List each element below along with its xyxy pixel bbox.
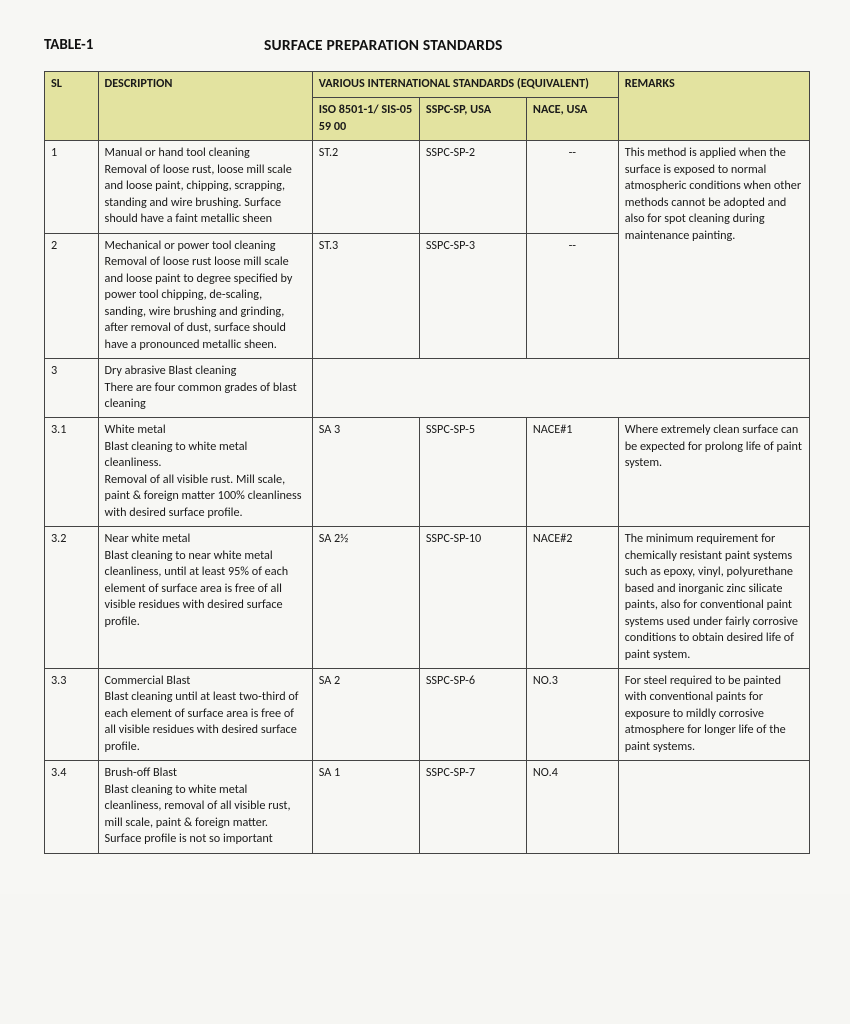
cell-nace: NO.3: [526, 669, 618, 761]
cell-sl: 3.4: [45, 761, 99, 853]
cell-iso: SA 3: [312, 418, 419, 527]
table-label: TABLE-1: [44, 36, 264, 55]
cell-sspc: SSPC-SP-2: [419, 141, 526, 233]
cell-iso: SA 2½: [312, 527, 419, 669]
cell-iso: ST.2: [312, 141, 419, 233]
cell-nace: NACE#1: [526, 418, 618, 527]
cell-remarks: The minimum requirement for chemically r…: [618, 527, 809, 669]
table-row: 3.3Commercial BlastBlast cleaning until …: [45, 669, 810, 761]
cell-sl: 3.3: [45, 669, 99, 761]
page-title: SURFACE PREPARATION STANDARDS: [264, 36, 503, 55]
cell-nace: --: [526, 141, 618, 233]
cell-sspc: SSPC-SP-10: [419, 527, 526, 669]
cell-sspc: SSPC-SP-6: [419, 669, 526, 761]
table-head: SL DESCRIPTION VARIOUS INTERNATIONAL STA…: [45, 72, 810, 141]
cell-remarks: For steel required to be painted with co…: [618, 669, 809, 761]
col-sl: SL: [45, 72, 99, 141]
cell-remarks: [618, 761, 809, 853]
col-various-group: VARIOUS INTERNATIONAL STANDARDS (EQUIVAL…: [312, 72, 618, 98]
table-body: 1Manual or hand tool cleaningRemoval of …: [45, 141, 810, 853]
cell-iso: ST.3: [312, 233, 419, 358]
page: TABLE-1 SURFACE PREPARATION STANDARDS SL…: [0, 0, 850, 894]
cell-iso: SA 1: [312, 761, 419, 853]
col-remarks: REMARKS: [618, 72, 809, 141]
table-row: 1Manual or hand tool cleaningRemoval of …: [45, 141, 810, 233]
cell-sl: 1: [45, 141, 99, 233]
cell-description: Commercial BlastBlast cleaning until at …: [98, 669, 312, 761]
cell-nace: NO.4: [526, 761, 618, 853]
cell-sspc: SSPC-SP-7: [419, 761, 526, 853]
cell-sspc: SSPC-SP-3: [419, 233, 526, 358]
cell-merged: [312, 359, 809, 418]
cell-description: Mechanical or power tool cleaning Remova…: [98, 233, 312, 358]
cell-sl: 3.2: [45, 527, 99, 669]
cell-description: Brush-off BlastBlast cleaning to white m…: [98, 761, 312, 853]
standards-table: SL DESCRIPTION VARIOUS INTERNATIONAL STA…: [44, 71, 810, 854]
table-row: 3Dry abrasive Blast cleaningThere are fo…: [45, 359, 810, 418]
header-row: TABLE-1 SURFACE PREPARATION STANDARDS: [44, 36, 810, 55]
cell-nace: NACE#2: [526, 527, 618, 669]
cell-sl: 3.1: [45, 418, 99, 527]
col-iso: ISO 8501-1/ SIS-05 59 00: [312, 98, 419, 141]
cell-nace: --: [526, 233, 618, 358]
table-row: 3.2Near white metalBlast cleaning to nea…: [45, 527, 810, 669]
cell-iso: SA 2: [312, 669, 419, 761]
cell-remarks: This method is applied when the surface …: [618, 141, 809, 359]
cell-sl: 3: [45, 359, 99, 418]
cell-sl: 2: [45, 233, 99, 358]
cell-description: White metalBlast cleaning to white metal…: [98, 418, 312, 527]
table-row: 3.4Brush-off BlastBlast cleaning to whit…: [45, 761, 810, 853]
cell-description: Dry abrasive Blast cleaningThere are fou…: [98, 359, 312, 418]
cell-description: Manual or hand tool cleaningRemoval of l…: [98, 141, 312, 233]
cell-sspc: SSPC-SP-5: [419, 418, 526, 527]
cell-remarks: Where extremely clean surface can be exp…: [618, 418, 809, 527]
col-sspc: SSPC-SP, USA: [419, 98, 526, 141]
table-row: 3.1White metalBlast cleaning to white me…: [45, 418, 810, 527]
col-description: DESCRIPTION: [98, 72, 312, 141]
cell-description: Near white metalBlast cleaning to near w…: [98, 527, 312, 669]
col-nace: NACE, USA: [526, 98, 618, 141]
